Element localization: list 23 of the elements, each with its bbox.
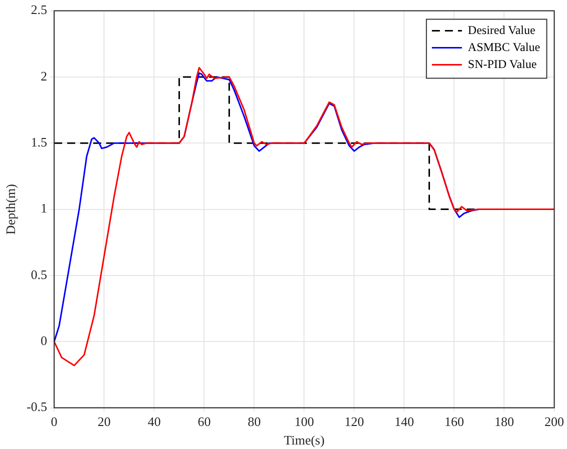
x-tick-label: 60 (198, 414, 211, 430)
x-tick-label: 40 (148, 414, 161, 430)
x-tick-label: 20 (98, 414, 111, 430)
y-tick-label: 0.5 (30, 266, 48, 282)
x-tick-label: 120 (344, 414, 364, 430)
y-tick-label: -0.5 (26, 399, 48, 414)
legend-label: ASMBC Value (468, 40, 540, 54)
x-tick-label: 180 (494, 414, 514, 430)
y-tick-label: 0 (40, 333, 48, 348)
x-tick-label: 80 (248, 414, 261, 430)
legend-label: SN-PID Value (468, 56, 537, 71)
x-tick-label: 160 (444, 414, 464, 430)
y-tick-label: 2.5 (30, 2, 48, 18)
y-axis-title: Depth(m) (3, 184, 18, 235)
y-tick-label: 1.5 (30, 134, 48, 150)
y-tick-label: 1 (40, 200, 48, 216)
y-tick-label: 2 (40, 68, 48, 84)
x-tick-label: 140 (394, 414, 414, 430)
x-tick-label: 0 (50, 414, 58, 430)
x-axis-title: Time(s) (284, 432, 325, 448)
x-tick-label: 100 (294, 414, 314, 430)
legend-label: Desired Value (468, 22, 536, 37)
x-tick-label: 200 (544, 414, 564, 430)
